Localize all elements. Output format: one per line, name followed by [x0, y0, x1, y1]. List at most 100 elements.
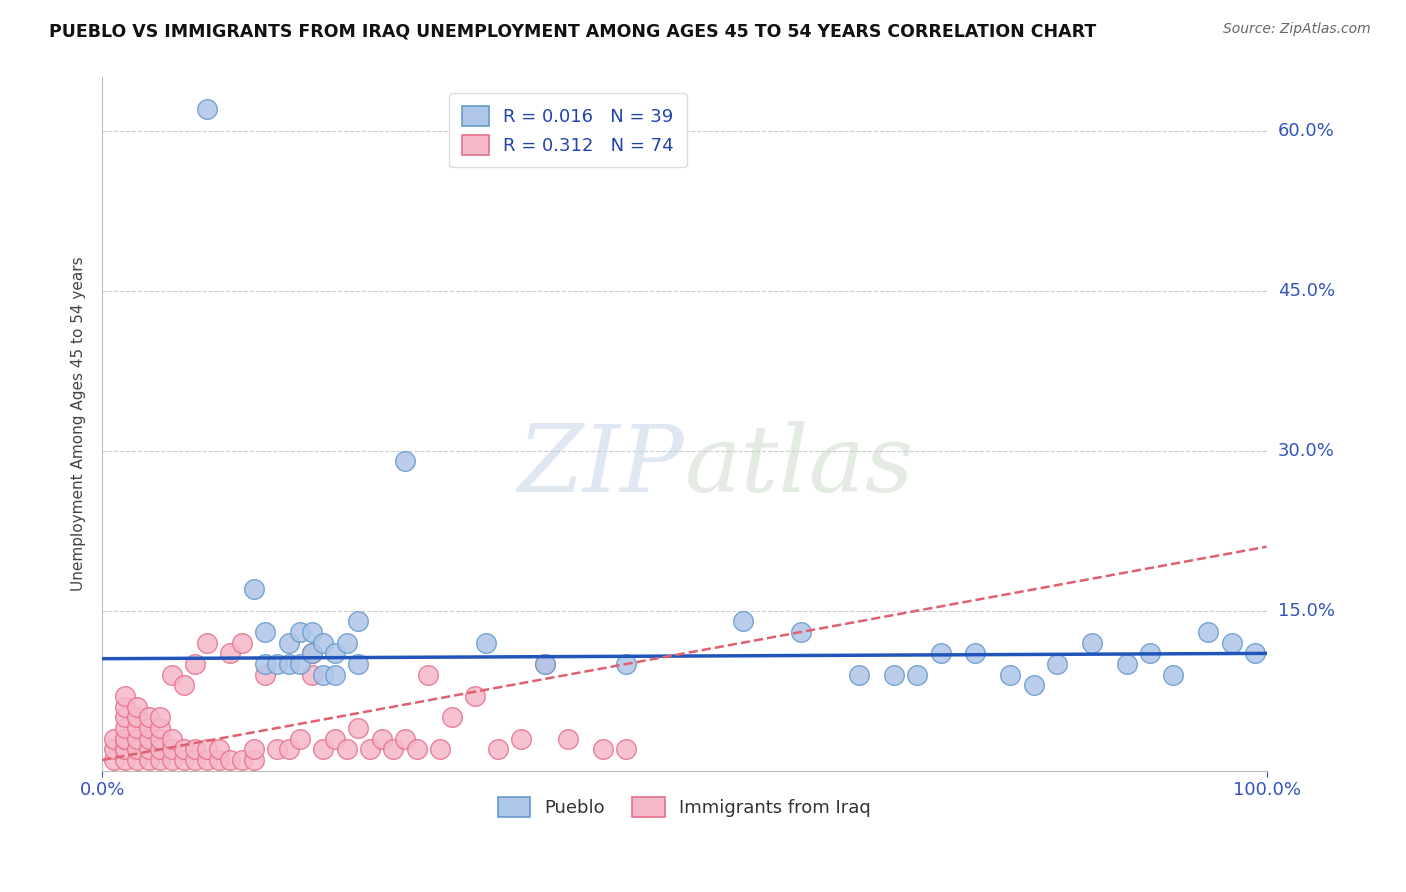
Point [1115, 657, 1137, 671]
Point [127, 753, 149, 767]
Point [347, 615, 370, 629]
Point [149, 710, 172, 724]
Point [149, 731, 172, 746]
Point [277, 657, 299, 671]
Point [336, 742, 359, 756]
Point [370, 731, 392, 746]
Point [347, 721, 370, 735]
Point [242, 742, 264, 756]
Y-axis label: Unemployment Among Ages 45 to 54 years: Unemployment Among Ages 45 to 54 years [72, 257, 86, 591]
Point [160, 731, 183, 746]
Point [242, 753, 264, 767]
Point [790, 625, 813, 640]
Point [614, 657, 637, 671]
Point [266, 657, 288, 671]
Text: 45.0%: 45.0% [1278, 282, 1334, 300]
Point [138, 721, 160, 735]
Point [127, 742, 149, 756]
Point [288, 731, 311, 746]
Point [301, 667, 323, 681]
Point [114, 731, 136, 746]
Point [173, 678, 195, 692]
Point [195, 636, 218, 650]
Point [184, 742, 207, 756]
Point [231, 753, 253, 767]
Point [138, 731, 160, 746]
Point [114, 699, 136, 714]
Point [905, 667, 928, 681]
Point [114, 742, 136, 756]
Point [418, 667, 440, 681]
Point [103, 742, 125, 756]
Point [160, 742, 183, 756]
Point [231, 636, 253, 650]
Point [114, 731, 136, 746]
Text: 60.0%: 60.0% [1278, 122, 1334, 140]
Point [592, 742, 614, 756]
Point [127, 699, 149, 714]
Point [103, 753, 125, 767]
Point [312, 667, 335, 681]
Point [1244, 646, 1267, 660]
Point [557, 731, 579, 746]
Point [184, 753, 207, 767]
Point [127, 710, 149, 724]
Point [1046, 657, 1069, 671]
Point [301, 625, 323, 640]
Point [219, 646, 242, 660]
Point [1139, 646, 1161, 660]
Point [277, 742, 299, 756]
Legend: Pueblo, Immigrants from Iraq: Pueblo, Immigrants from Iraq [491, 789, 879, 824]
Point [323, 731, 346, 746]
Point [114, 742, 136, 756]
Point [347, 657, 370, 671]
Point [336, 636, 359, 650]
Point [242, 582, 264, 597]
Point [965, 646, 987, 660]
Point [114, 689, 136, 703]
Point [149, 753, 172, 767]
Point [475, 636, 498, 650]
Point [149, 742, 172, 756]
Point [405, 742, 427, 756]
Point [486, 742, 509, 756]
Point [1000, 667, 1022, 681]
Point [312, 742, 335, 756]
Point [138, 753, 160, 767]
Point [1197, 625, 1219, 640]
Point [254, 667, 277, 681]
Point [208, 742, 231, 756]
Point [195, 103, 218, 117]
Point [254, 657, 277, 671]
Point [614, 742, 637, 756]
Text: 15.0%: 15.0% [1278, 602, 1334, 620]
Point [394, 454, 416, 468]
Point [173, 753, 195, 767]
Point [254, 625, 277, 640]
Point [359, 742, 381, 756]
Point [277, 636, 299, 650]
Point [114, 721, 136, 735]
Point [138, 710, 160, 724]
Point [533, 657, 555, 671]
Point [510, 731, 533, 746]
Point [208, 753, 231, 767]
Point [219, 753, 242, 767]
Point [160, 667, 183, 681]
Point [1081, 636, 1104, 650]
Point [533, 657, 555, 671]
Point [440, 710, 463, 724]
Point [288, 657, 311, 671]
Text: ZIP: ZIP [517, 421, 685, 510]
Point [731, 615, 754, 629]
Point [195, 753, 218, 767]
Point [266, 742, 288, 756]
Point [1022, 678, 1045, 692]
Point [103, 731, 125, 746]
Point [1163, 667, 1185, 681]
Point [883, 667, 905, 681]
Text: 30.0%: 30.0% [1278, 442, 1334, 459]
Point [149, 721, 172, 735]
Text: Source: ZipAtlas.com: Source: ZipAtlas.com [1223, 22, 1371, 37]
Point [288, 625, 311, 640]
